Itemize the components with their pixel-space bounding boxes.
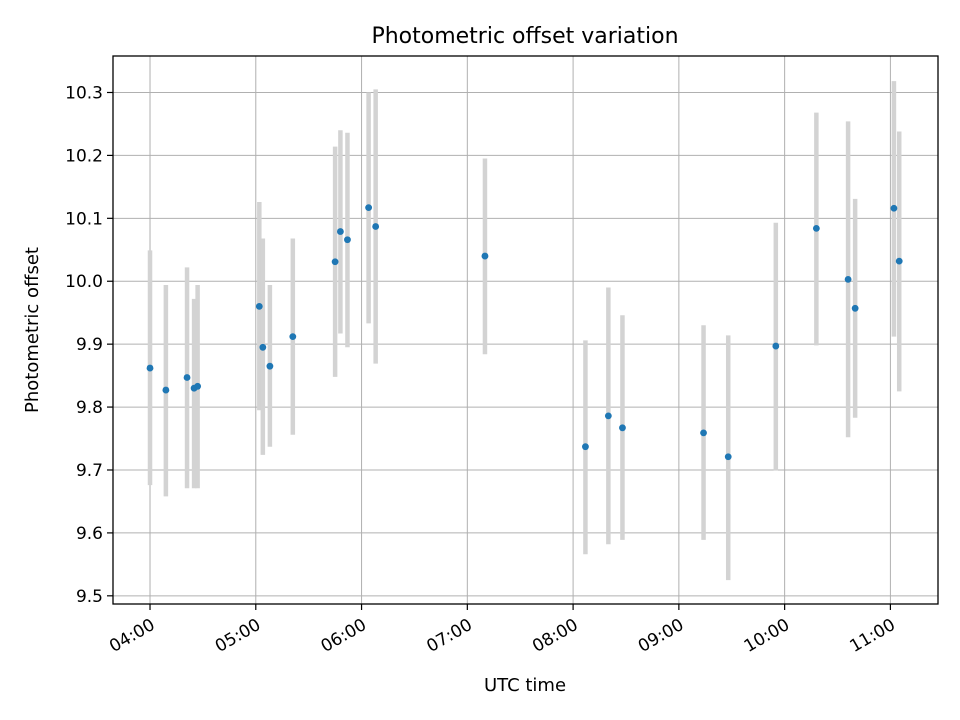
data-point — [194, 382, 202, 390]
data-points — [146, 204, 903, 461]
data-point — [700, 429, 707, 437]
y-tick-label: 10.2 — [65, 146, 103, 166]
data-point — [481, 252, 489, 260]
data-point — [365, 204, 373, 212]
data-point — [582, 443, 589, 451]
y-axis-ticks: 9.5 9.6 9.7 9.8 9.9 10.0 10.1 10.2 10.3 — [65, 83, 113, 607]
data-point — [895, 257, 903, 265]
data-point — [372, 223, 380, 230]
plot-frame — [112, 55, 939, 605]
data-point — [162, 386, 170, 394]
data-point — [183, 374, 191, 381]
data-point — [289, 333, 297, 341]
y-axis-label: Photometric offset — [22, 247, 43, 413]
data-point — [604, 412, 612, 420]
y-tick-label: 9.6 — [76, 524, 103, 544]
chart-title: Photometric offset variation — [371, 24, 678, 49]
data-point — [812, 224, 820, 232]
data-point — [259, 343, 267, 351]
x-axis-label: UTC time — [484, 675, 566, 696]
y-tick-label: 10.0 — [65, 272, 103, 292]
y-tick-label: 9.5 — [76, 587, 103, 607]
data-point — [331, 258, 339, 266]
y-tick-label: 9.8 — [76, 398, 103, 418]
y-tick-label: 10.3 — [65, 83, 103, 103]
data-point — [890, 204, 898, 212]
y-tick-label: 9.7 — [76, 461, 103, 481]
data-point — [146, 364, 154, 372]
data-point — [337, 228, 344, 235]
data-point — [255, 303, 263, 310]
y-tick-label: 10.1 — [65, 209, 103, 229]
y-tick-label: 9.9 — [76, 335, 103, 355]
data-point — [619, 424, 626, 432]
data-point — [851, 304, 859, 312]
data-point — [344, 236, 351, 244]
data-point — [724, 453, 732, 461]
data-point — [266, 362, 274, 370]
data-point — [844, 275, 852, 283]
data-point — [772, 342, 780, 350]
grid-lines — [113, 56, 938, 604]
